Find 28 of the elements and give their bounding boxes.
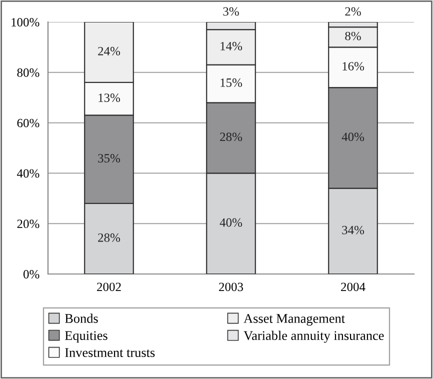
legend-label: Investment trusts	[65, 348, 155, 358]
x-tick-label: 2003	[219, 282, 244, 292]
data-label: 40%	[220, 218, 242, 227]
data-label: 2%	[345, 7, 361, 16]
legend-label: Bonds	[64, 314, 98, 323]
y-tick-label: 60%	[17, 118, 40, 128]
y-tick-label: 0%	[23, 270, 40, 278]
x-tick-label: 2002	[97, 282, 121, 292]
data-label: 13%	[98, 94, 120, 102]
data-label: 14%	[220, 42, 242, 50]
data-label: 8%	[345, 32, 361, 40]
data-label: 3%	[223, 7, 239, 16]
data-label: 40%	[342, 132, 364, 142]
legend-label: Variable annuity insurance	[244, 330, 384, 343]
legend-label: Equities	[64, 331, 108, 343]
data-label: 24%	[98, 46, 120, 56]
y-tick-label: 20%	[17, 220, 40, 228]
legend-label: Asset Management	[244, 314, 345, 326]
data-label: 28%	[220, 132, 242, 142]
data-label: 34%	[342, 226, 364, 234]
y-tick-label: 100%	[12, 18, 40, 26]
data-label: 15%	[220, 78, 242, 87]
y-tick-label: 40%	[17, 169, 40, 178]
x-tick-label: 2004	[341, 282, 366, 292]
data-label: 28%	[98, 233, 120, 242]
y-tick-label: 80%	[17, 68, 40, 77]
data-label: 16%	[342, 62, 364, 71]
data-label: 35%	[98, 154, 120, 163]
